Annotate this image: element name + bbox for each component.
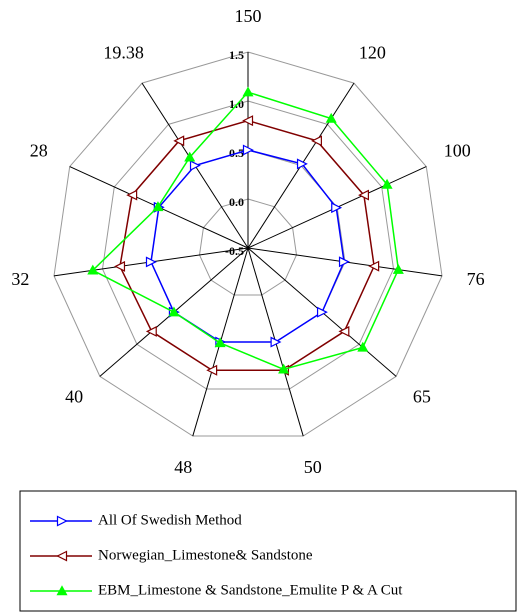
point-marker <box>296 158 308 170</box>
series-line <box>119 119 375 371</box>
point-marker <box>338 325 350 337</box>
point-marker <box>214 337 226 348</box>
legend-label: Norwegian_Limestone& Sandstone <box>98 547 313 563</box>
category-label: 48 <box>174 457 192 477</box>
legend-box <box>19 490 517 612</box>
point-marker <box>145 325 157 337</box>
point-marker <box>114 260 126 272</box>
point-marker <box>242 144 254 156</box>
tick-label: 1.5 <box>229 48 244 62</box>
series-line <box>150 149 345 343</box>
point-marker <box>392 263 404 274</box>
legend-label: All Of Swedish Method <box>98 512 242 528</box>
point-marker <box>381 178 393 189</box>
category-label: 150 <box>235 6 262 26</box>
point-marker <box>331 202 343 214</box>
point-marker <box>173 135 185 147</box>
point-marker <box>242 86 254 97</box>
grid-ring <box>53 51 443 437</box>
category-label: 28 <box>30 141 48 161</box>
category-label: 50 <box>304 457 322 477</box>
point-marker <box>126 189 138 201</box>
point-marker <box>278 363 290 374</box>
category-label: 65 <box>413 387 431 407</box>
legend-marker <box>56 515 68 527</box>
tick-label: 0.0 <box>229 195 244 209</box>
series-line <box>91 91 400 371</box>
point-marker <box>87 264 99 275</box>
category-label: 120 <box>359 43 386 63</box>
point-marker <box>357 341 369 352</box>
category-label: 76 <box>467 269 485 289</box>
point-marker <box>368 260 380 272</box>
category-label: 32 <box>11 269 29 289</box>
category-label: 19.38 <box>103 43 144 63</box>
point-marker <box>242 115 254 127</box>
tick-label: -0.5 <box>225 244 244 258</box>
point-marker <box>325 112 337 123</box>
grid-ring <box>198 198 298 296</box>
legend-marker <box>56 550 68 562</box>
point-marker <box>358 189 369 201</box>
legend-label: EBM_Limestone & Sandstone_Emulite P & A … <box>98 582 403 598</box>
point-marker <box>338 256 350 268</box>
grid-ring <box>101 100 395 390</box>
point-marker <box>189 160 201 172</box>
point-marker <box>152 201 164 212</box>
legend-marker <box>56 585 68 596</box>
point-marker <box>145 256 157 268</box>
point-marker <box>184 151 196 162</box>
point-marker <box>311 135 322 147</box>
point-marker <box>270 336 282 348</box>
point-marker <box>206 364 218 376</box>
point-marker <box>316 306 328 318</box>
category-label: 100 <box>444 141 471 161</box>
point-marker <box>168 306 180 317</box>
category-label: 40 <box>65 387 83 407</box>
